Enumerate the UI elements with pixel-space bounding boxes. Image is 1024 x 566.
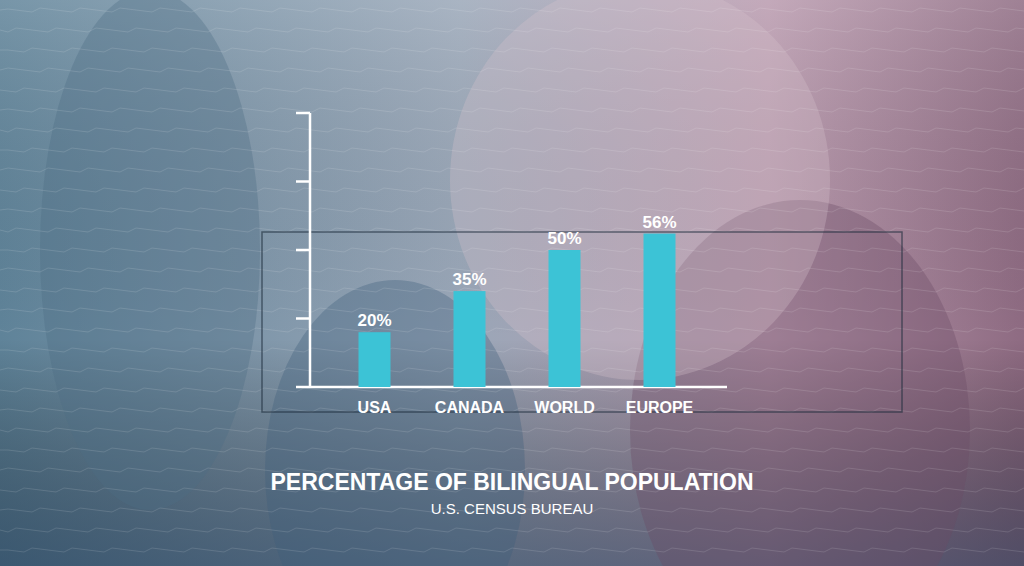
eeg-line bbox=[0, 248, 1024, 252]
y-tick bbox=[296, 249, 310, 252]
eeg-line bbox=[0, 68, 1024, 72]
category-label: CANADA bbox=[435, 399, 505, 416]
data-label: 50% bbox=[547, 229, 581, 248]
eeg-line bbox=[0, 88, 1024, 92]
eeg-lines bbox=[0, 8, 1024, 552]
eeg-line bbox=[0, 348, 1024, 352]
eeg-line bbox=[0, 168, 1024, 172]
eeg-line bbox=[0, 148, 1024, 152]
frame-decoration bbox=[262, 232, 902, 412]
y-tick bbox=[296, 386, 310, 389]
eeg-line bbox=[0, 328, 1024, 332]
category-label: WORLD bbox=[534, 399, 594, 416]
eeg-line bbox=[0, 208, 1024, 212]
bars bbox=[359, 234, 676, 387]
data-label: 20% bbox=[357, 311, 391, 330]
bar bbox=[644, 234, 676, 387]
subtitle: U.S. CENSUS BUREAU bbox=[431, 500, 594, 517]
y-tick bbox=[296, 112, 310, 115]
bar bbox=[454, 291, 486, 387]
eeg-line bbox=[0, 268, 1024, 272]
eeg-line bbox=[0, 448, 1024, 452]
eeg-line bbox=[0, 28, 1024, 32]
bar bbox=[359, 332, 391, 387]
y-tick bbox=[296, 317, 310, 320]
title: PERCENTAGE OF BILINGUAL POPULATION bbox=[270, 469, 753, 495]
eeg-line bbox=[0, 428, 1024, 432]
eeg-line bbox=[0, 308, 1024, 312]
eeg-line bbox=[0, 368, 1024, 372]
eeg-line bbox=[0, 8, 1024, 12]
eeg-line bbox=[0, 288, 1024, 292]
data-label: 56% bbox=[642, 213, 676, 232]
eeg-line bbox=[0, 548, 1024, 552]
y-tick bbox=[296, 180, 310, 183]
chart: 20% USA 35% CANADA 50% WORLD 56% EUROPE PERCENTA… bbox=[0, 0, 1024, 566]
eeg-line bbox=[0, 388, 1024, 392]
eeg-line bbox=[0, 108, 1024, 112]
stage: 20% USA 35% CANADA 50% WORLD 56% EUROPE PERCENTA… bbox=[0, 0, 1024, 566]
figure-left bbox=[40, 0, 260, 510]
eeg-line bbox=[0, 528, 1024, 532]
figure-child bbox=[265, 280, 525, 566]
bar bbox=[549, 250, 581, 387]
eeg-line bbox=[0, 188, 1024, 192]
category-label: USA bbox=[358, 399, 392, 416]
data-label: 35% bbox=[452, 270, 486, 289]
category-label: EUROPE bbox=[626, 399, 694, 416]
eeg-line bbox=[0, 128, 1024, 132]
eeg-line bbox=[0, 48, 1024, 52]
